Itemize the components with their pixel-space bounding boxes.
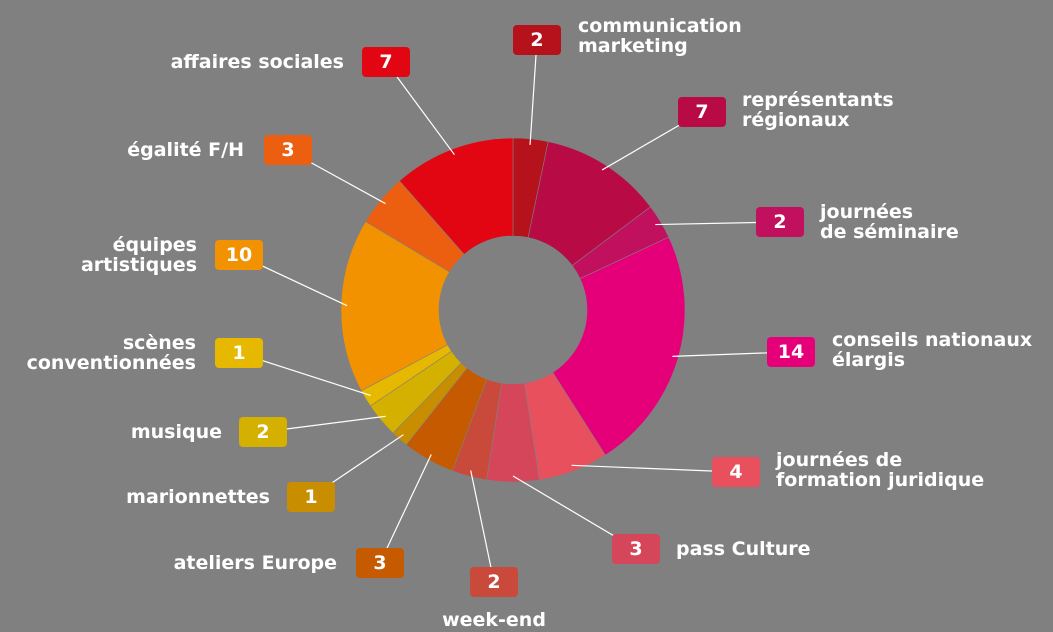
leader-line	[385, 61, 455, 156]
category-label: marionnettes	[126, 486, 270, 508]
value-badge: 3	[612, 534, 660, 564]
slice	[340, 221, 450, 392]
category-label: équipes artistiques	[80, 234, 197, 276]
value-badge: 3	[264, 135, 312, 165]
category-label: journées de formation juridique	[776, 449, 985, 491]
leader-line	[571, 464, 737, 473]
value-badge: 1	[215, 338, 263, 368]
value-badge: 2	[513, 25, 561, 55]
category-label: week-end	[442, 609, 546, 631]
category-label: communication marketing	[578, 15, 742, 57]
value-badge: 7	[362, 47, 410, 77]
value-badge: 2	[470, 567, 518, 597]
category-label: journées de séminaire	[820, 201, 959, 243]
category-label: affaires sociales	[170, 51, 344, 73]
category-label: ateliers Europe	[173, 552, 337, 574]
value-badge: 14	[767, 337, 815, 367]
category-label: représentants régionaux	[742, 89, 894, 131]
category-label: conseils nationaux élargis	[832, 329, 1033, 371]
leader-line	[529, 39, 538, 145]
slice	[399, 137, 514, 255]
value-badge: 1	[287, 482, 335, 512]
category-label: pass Culture	[676, 538, 811, 560]
category-label: musique	[130, 421, 222, 443]
value-badge: 7	[678, 97, 726, 127]
value-badge: 4	[712, 457, 760, 487]
category-label: scènes conventionnées	[26, 332, 196, 374]
leader-line	[379, 454, 432, 564]
value-badge: 10	[215, 240, 263, 270]
value-badge: 2	[239, 417, 287, 447]
value-badge: 2	[756, 207, 804, 237]
leader-line	[470, 470, 495, 583]
slice	[552, 236, 686, 456]
value-badge: 3	[356, 548, 404, 578]
category-label: égalité F/H	[127, 139, 244, 161]
